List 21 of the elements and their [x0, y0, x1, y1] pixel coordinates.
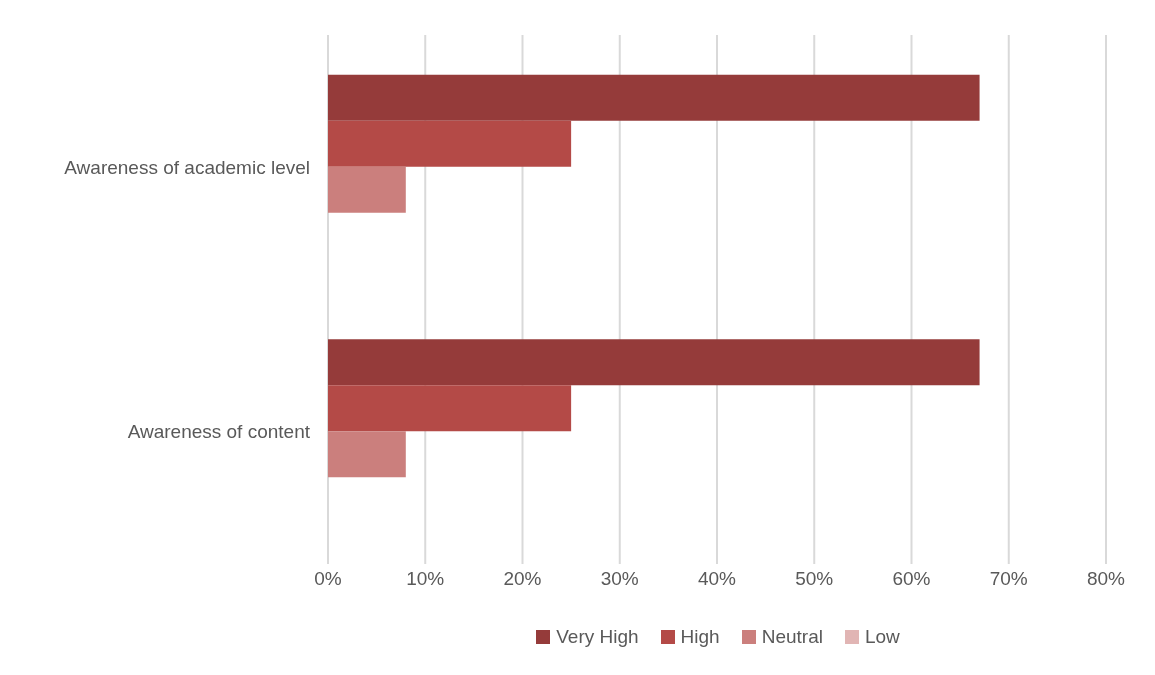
- x-tick-label: 20%: [503, 568, 542, 590]
- legend-label: High: [680, 626, 720, 648]
- bar: [328, 339, 980, 386]
- x-tick-label: 30%: [600, 568, 639, 590]
- bar: [328, 431, 406, 478]
- bar: [328, 120, 572, 167]
- legend-label: Low: [864, 626, 900, 648]
- bar: [328, 166, 406, 213]
- y-tick-label: Awareness of content: [127, 421, 311, 443]
- bar: [328, 74, 980, 121]
- bar: [328, 385, 572, 432]
- x-tick-label: 60%: [892, 568, 931, 590]
- y-tick-label: Awareness of academic level: [64, 156, 310, 178]
- legend-label: Neutral: [761, 626, 823, 648]
- x-tick-label: 80%: [1086, 568, 1126, 590]
- x-tick-label: 40%: [697, 568, 737, 590]
- x-tick-label: 0%: [314, 568, 342, 590]
- legend-label: Very High: [556, 626, 639, 648]
- x-tick-label: 10%: [406, 568, 445, 590]
- x-tick-label: 50%: [795, 568, 834, 590]
- x-tick-label: 70%: [989, 568, 1028, 590]
